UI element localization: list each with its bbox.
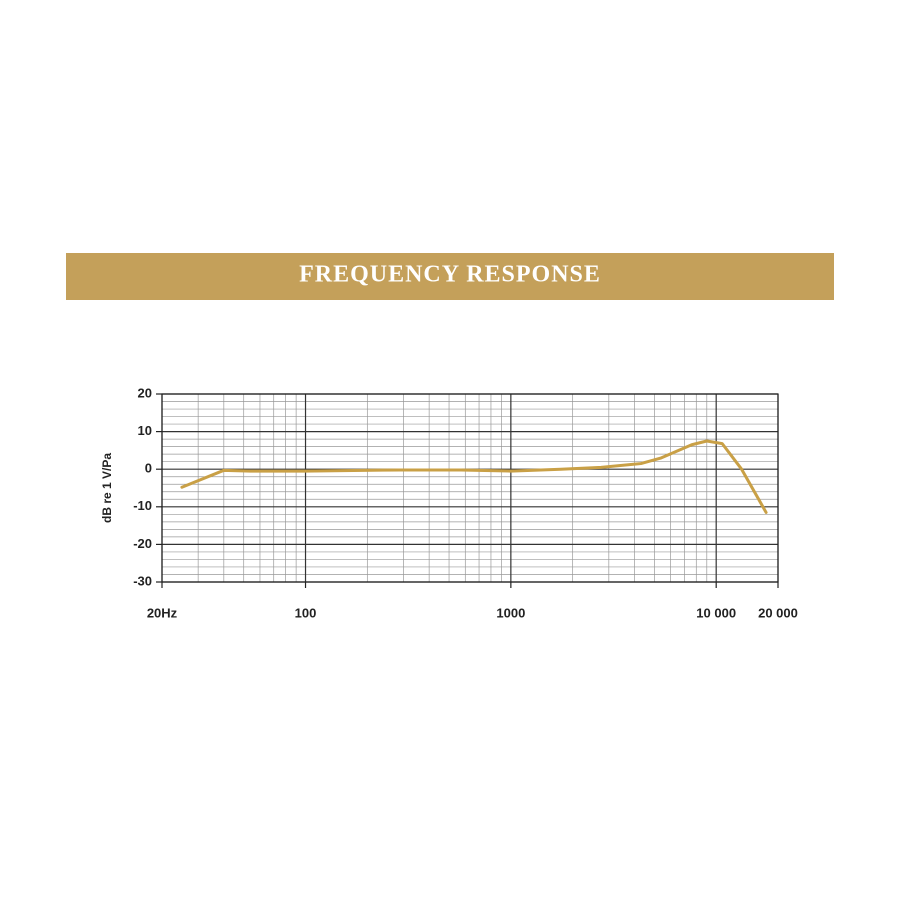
x-tick-label: 10 000: [696, 605, 736, 620]
response-curve: [180, 439, 768, 514]
y-tick-label: 10: [138, 423, 152, 438]
x-tick-label: 100: [295, 605, 317, 620]
y-tick-label: -20: [133, 536, 152, 551]
plot-frame: [161, 393, 779, 583]
y-axis-label: dB re 1 V/Pa: [100, 453, 114, 523]
y-tick-label: 0: [145, 461, 152, 476]
title-banner: [66, 253, 834, 300]
x-tick-label: 1000: [496, 605, 525, 620]
y-tick-label: 20: [138, 385, 152, 400]
x-tick-label: 20 000: [758, 605, 798, 620]
chart-title: FREQUENCY RESPONSE: [299, 262, 601, 288]
x-tick-label: 20Hz: [147, 605, 178, 620]
y-tick-label: -10: [133, 498, 152, 513]
y-tick-label: -30: [133, 573, 152, 588]
